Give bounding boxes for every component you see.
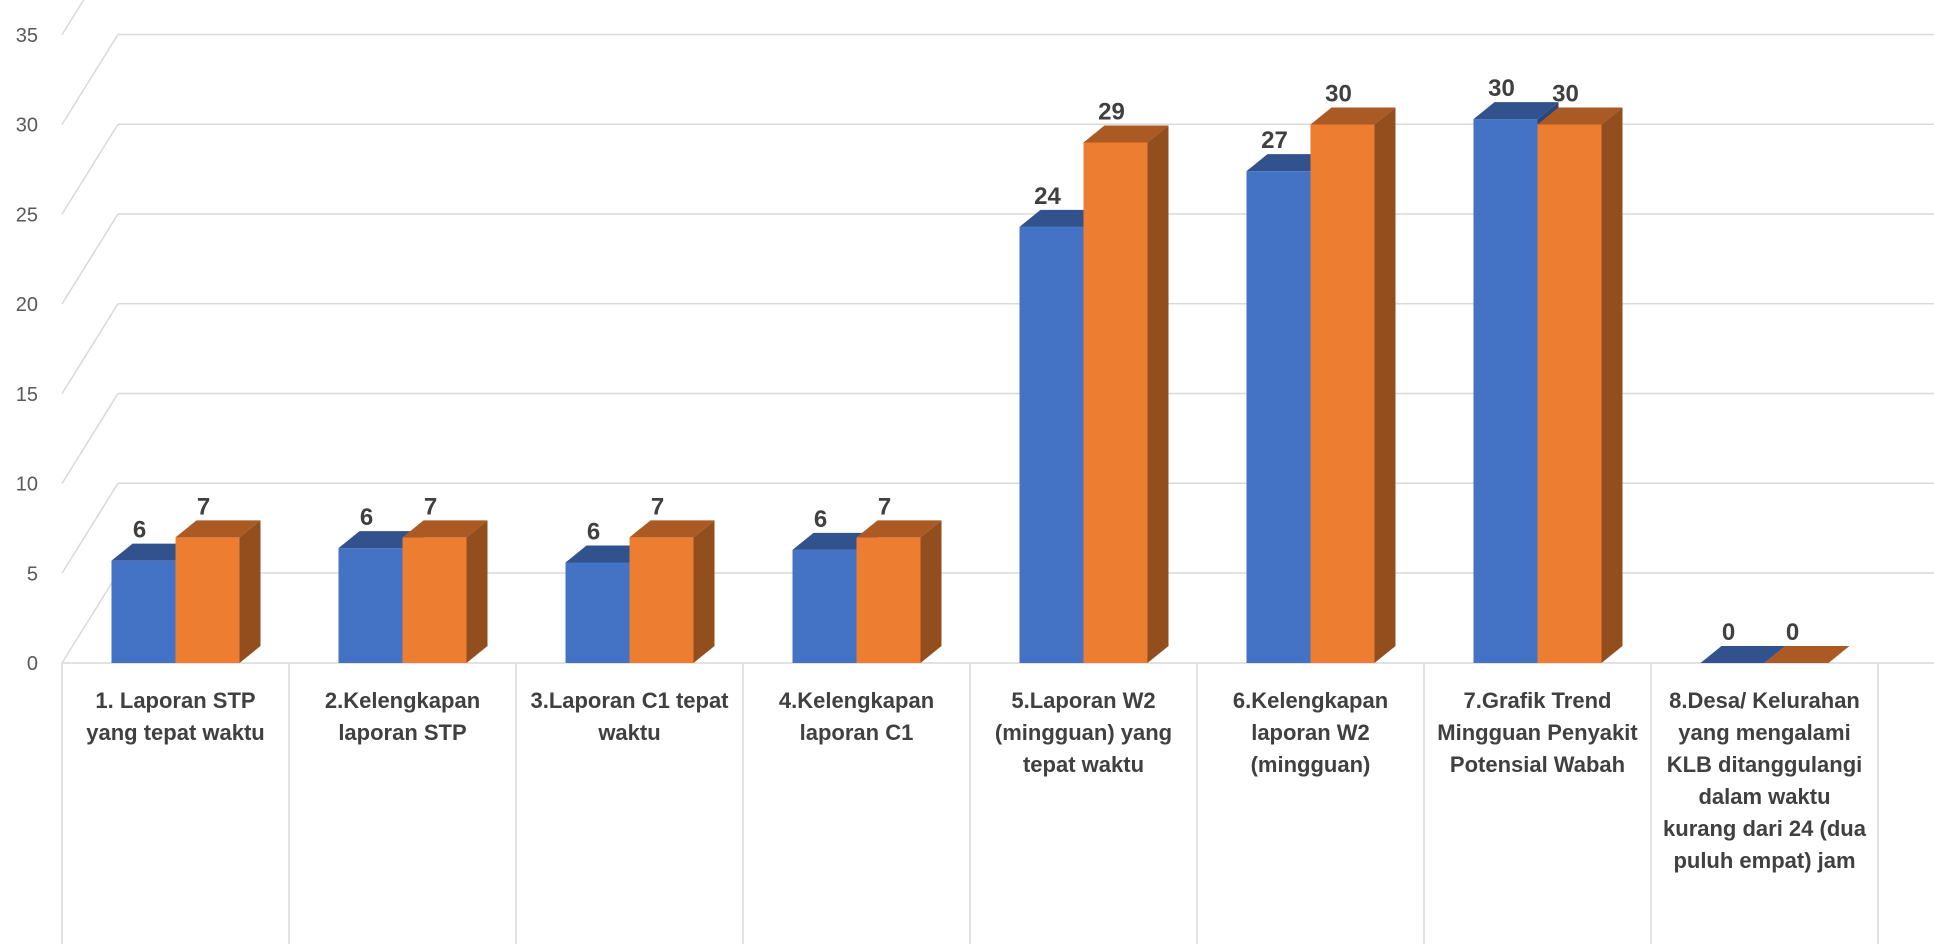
bar: [1310, 107, 1396, 663]
data-label: 24: [1034, 183, 1061, 210]
side-gridline: [61, 0, 85, 36]
data-label: 0: [1722, 619, 1735, 646]
x-tick-label: 3.Laporan C1 tepat waktu: [530, 688, 729, 745]
data-label: 6: [587, 518, 600, 545]
y-tick-label: 5: [27, 563, 38, 585]
x-tick-label: 5.Laporan W2 (mingguan) yang tepat waktu: [994, 688, 1173, 777]
bars: [111, 102, 1850, 664]
bar: [1537, 107, 1623, 663]
x-tick-label: 7.Grafik Trend Mingguan Penyakit Potensi…: [1437, 688, 1638, 777]
y-tick-label: 15: [16, 384, 38, 406]
data-label: 6: [133, 517, 146, 544]
bar: [402, 520, 488, 663]
bar: [1700, 646, 1786, 663]
side-gridline: [61, 572, 119, 664]
data-label: 7: [197, 493, 210, 520]
data-label: 7: [651, 493, 664, 520]
bar: [629, 520, 715, 663]
bar: [1083, 125, 1169, 663]
y-tick-label: 25: [16, 204, 38, 226]
bar: [856, 520, 942, 663]
data-label: 30: [1488, 75, 1515, 102]
data-label: 30: [1552, 81, 1579, 108]
y-axis: 0 5 10 15 20 25 30 35: [16, 25, 38, 675]
data-label: 6: [360, 504, 373, 531]
data-label: 27: [1261, 127, 1288, 154]
side-gridline: [61, 123, 119, 215]
side-gridline: [61, 213, 119, 305]
x-tick-label: 8.Desa/ Kelurahan yang mengalami KLB dit…: [1663, 688, 1866, 873]
y-tick-label: 35: [16, 25, 38, 47]
data-label: 0: [1786, 619, 1799, 646]
data-label: 7: [424, 493, 437, 520]
x-tick-label: 2.Kelengkapan laporan STP: [324, 688, 481, 745]
side-gridline: [61, 482, 119, 574]
side-gridline: [61, 393, 119, 484]
side-gridline: [61, 303, 119, 395]
y-tick-label: 30: [16, 115, 38, 137]
x-tick-label: 6.Kelengkapan laporan W2 (mingguan): [1232, 688, 1389, 777]
bar: [175, 520, 261, 663]
y-tick-label: 20: [16, 294, 38, 316]
data-label: 30: [1325, 81, 1352, 108]
gridlines: [61, 0, 1934, 944]
data-label: 6: [814, 506, 827, 533]
data-label: 7: [878, 493, 891, 520]
x-tick-label: 1. Laporan STP yang tepat waktu: [86, 688, 265, 745]
y-tick-label: 0: [27, 653, 38, 675]
side-gridline: [61, 34, 119, 125]
x-tick-label: 4.Kelengkapan laporan C1: [778, 688, 935, 745]
y-tick-label: 10: [16, 474, 38, 496]
data-labels: 6 7 6 7 6 7 6 7 24 29 27 30 30 30 0 0: [133, 75, 1799, 646]
data-label: 29: [1098, 98, 1125, 125]
bar: [1764, 646, 1850, 663]
